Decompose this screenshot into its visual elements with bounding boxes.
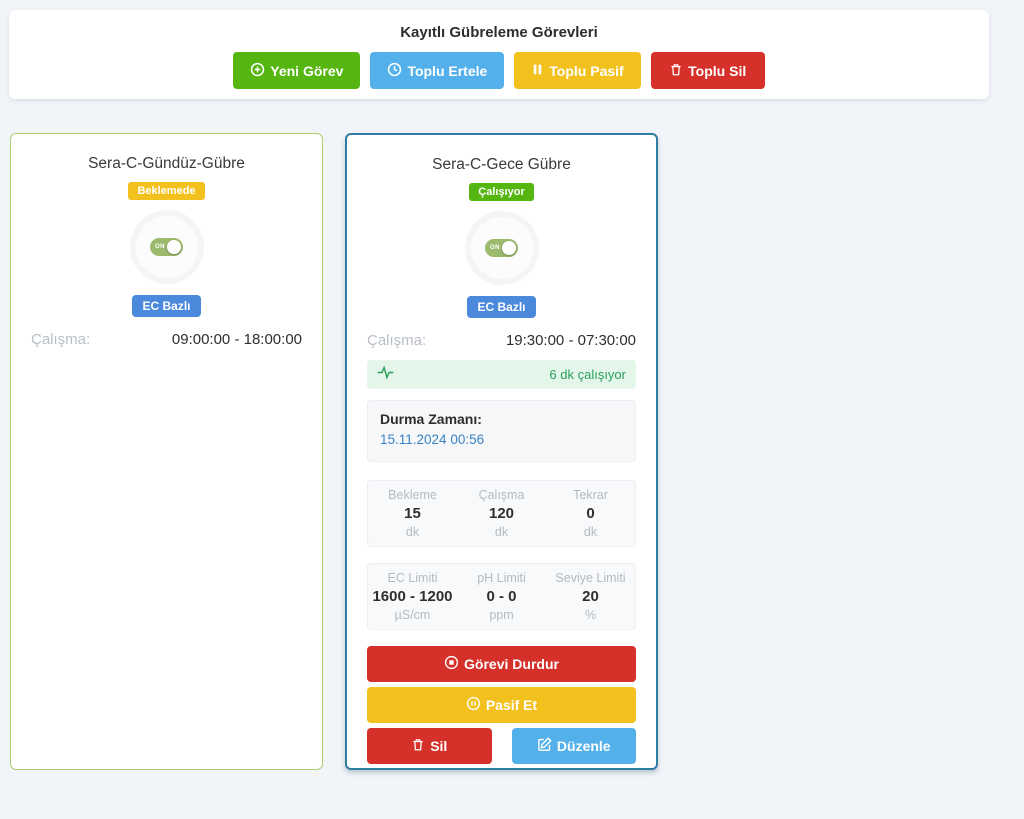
stat-value: 0 — [586, 505, 595, 522]
stat-unit: % — [584, 608, 597, 622]
stat-label: Seviye Limiti — [555, 571, 626, 585]
stat-unit: ppm — [489, 608, 514, 622]
toggle-pill: ON — [485, 239, 518, 257]
toggle-knob — [502, 241, 516, 255]
status-badge: Beklemede — [128, 182, 205, 200]
running-duration-text: 6 dk çalışıyor — [549, 367, 626, 382]
activity-icon — [377, 364, 394, 385]
stat-seviye-limiti: Seviye Limiti 20 % — [546, 571, 635, 622]
trash-icon — [669, 62, 683, 80]
edit-task-button[interactable]: Düzenle — [511, 728, 636, 764]
bulk-passive-button[interactable]: Toplu Pasif — [514, 52, 641, 89]
stop-time-value[interactable]: 15.11.2024 00:56 — [380, 432, 485, 447]
toggle-pill: ON — [150, 238, 183, 256]
card-action-row: Sil Düzenle — [367, 728, 636, 764]
stat-unit: dk — [494, 525, 509, 539]
schedule-value: 09:00:00 - 18:00:00 — [171, 331, 302, 348]
edit-task-label: Düzenle — [556, 738, 611, 754]
stop-time-panel: Durma Zamanı: 15.11.2024 00:56 — [367, 400, 636, 462]
page-title: Kayıtlı Gübreleme Görevleri — [400, 24, 598, 41]
stat-tekrar: Tekrar 0 dk — [546, 488, 635, 539]
limit-stats-panel: EC Limiti 1600 - 1200 µS/cm pH Limiti 0 … — [367, 563, 636, 630]
edit-icon — [537, 737, 552, 755]
running-status-banner: 6 dk çalışıyor — [367, 360, 636, 389]
stat-value: 20 — [582, 588, 599, 605]
task-enabled-toggle[interactable]: ON — [470, 217, 533, 279]
toggle-knob — [167, 240, 181, 254]
stat-label: Çalışma — [478, 488, 525, 502]
schedule-label: Çalışma: — [31, 331, 91, 348]
stat-unit: dk — [583, 525, 598, 539]
toggle-state-label: ON — [490, 245, 500, 251]
bulk-passive-label: Toplu Pasif — [549, 62, 624, 79]
task-card-gece-gubre: Sera-C-Gece Gübre Çalışıyor ON EC Bazlı … — [345, 133, 658, 770]
stat-value: 15 — [404, 505, 421, 522]
clock-icon — [387, 62, 402, 80]
stat-unit: dk — [405, 525, 420, 539]
new-task-button[interactable]: Yeni Görev — [233, 52, 361, 89]
task-card-gunduz-gubre: Sera-C-Gündüz-Gübre Beklemede ON EC Bazl… — [10, 133, 323, 770]
task-card-list: Sera-C-Gündüz-Gübre Beklemede ON EC Bazl… — [10, 133, 658, 770]
delete-task-label: Sil — [430, 738, 448, 754]
stat-bekleme: Bekleme 15 dk — [368, 488, 457, 539]
stat-label: pH Limiti — [477, 571, 526, 585]
stop-circle-icon — [444, 655, 459, 673]
schedule-row: Çalışma: 19:30:00 - 07:30:00 — [367, 332, 636, 349]
toggle-state-label: ON — [155, 244, 165, 250]
pause-circle-icon — [466, 696, 481, 714]
stat-ph-limiti: pH Limiti 0 - 0 ppm — [457, 571, 546, 622]
header-card: Kayıtlı Gübreleme Görevleri Yeni Görev T… — [9, 10, 989, 99]
plus-circle-icon — [250, 62, 265, 80]
stat-calisma: Çalışma 120 dk — [457, 488, 546, 539]
schedule-row: Çalışma: 09:00:00 - 18:00:00 — [31, 331, 302, 348]
passive-task-button[interactable]: Pasif Et — [367, 687, 636, 723]
task-type-badge: EC Bazlı — [467, 296, 536, 318]
stat-label: EC Limiti — [387, 571, 438, 585]
pause-icon — [531, 62, 544, 80]
stop-time-label: Durma Zamanı: — [380, 411, 482, 427]
bulk-delete-button[interactable]: Toplu Sil — [650, 52, 765, 89]
stat-ec-limiti: EC Limiti 1600 - 1200 µS/cm — [368, 571, 457, 622]
task-type-badge: EC Bazlı — [132, 295, 201, 317]
bulk-delete-label: Toplu Sil — [688, 62, 747, 79]
stat-value: 0 - 0 — [486, 588, 517, 605]
task-title: Sera-C-Gündüz-Gübre — [88, 155, 245, 172]
trash-icon — [411, 737, 425, 755]
timing-stats-panel: Bekleme 15 dk Çalışma 120 dk Tekrar 0 dk — [367, 480, 636, 547]
task-enabled-toggle[interactable]: ON — [135, 216, 198, 278]
stop-task-label: Görevi Durdur — [464, 656, 559, 672]
stat-value: 1600 - 1200 — [372, 588, 453, 605]
schedule-value: 19:30:00 - 07:30:00 — [505, 332, 636, 349]
stat-label: Tekrar — [573, 488, 608, 502]
toolbar: Yeni Görev Toplu Ertele Toplu Pasif Topl… — [9, 52, 989, 89]
bulk-postpone-button[interactable]: Toplu Ertele — [370, 52, 505, 89]
status-badge: Çalışıyor — [469, 183, 534, 201]
stop-task-button[interactable]: Görevi Durdur — [367, 646, 636, 682]
stat-value: 120 — [488, 505, 515, 522]
task-title: Sera-C-Gece Gübre — [432, 156, 571, 173]
stat-unit: µS/cm — [394, 608, 431, 622]
passive-task-label: Pasif Et — [485, 697, 538, 713]
stat-label: Bekleme — [388, 488, 437, 502]
new-task-label: Yeni Görev — [270, 62, 344, 79]
schedule-label: Çalışma: — [367, 332, 427, 349]
bulk-postpone-label: Toplu Ertele — [407, 62, 488, 79]
delete-task-button[interactable]: Sil — [367, 728, 492, 764]
